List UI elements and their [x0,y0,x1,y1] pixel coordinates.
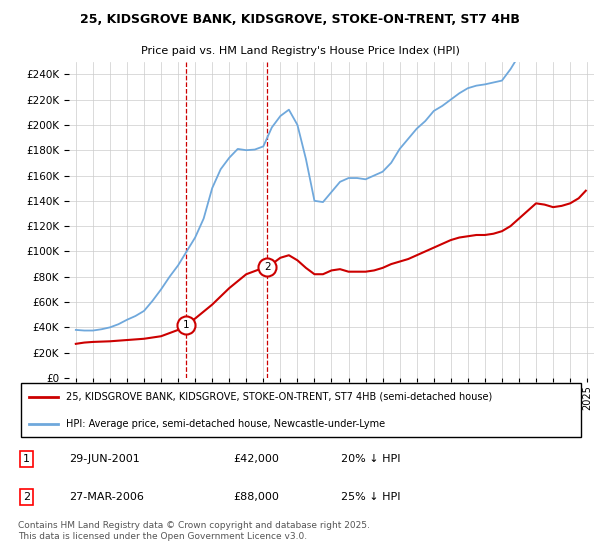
Text: 27-MAR-2006: 27-MAR-2006 [69,492,144,502]
Text: 25% ↓ HPI: 25% ↓ HPI [341,492,401,502]
Text: 29-JUN-2001: 29-JUN-2001 [69,454,140,464]
Text: 1: 1 [23,454,30,464]
Text: 25, KIDSGROVE BANK, KIDSGROVE, STOKE-ON-TRENT, ST7 4HB (semi-detached house): 25, KIDSGROVE BANK, KIDSGROVE, STOKE-ON-… [66,391,493,402]
Text: 1: 1 [183,320,190,330]
Text: 25, KIDSGROVE BANK, KIDSGROVE, STOKE-ON-TRENT, ST7 4HB: 25, KIDSGROVE BANK, KIDSGROVE, STOKE-ON-… [80,13,520,26]
Text: 20% ↓ HPI: 20% ↓ HPI [341,454,401,464]
Text: £88,000: £88,000 [233,492,280,502]
FancyBboxPatch shape [21,383,581,437]
Text: Contains HM Land Registry data © Crown copyright and database right 2025.
This d: Contains HM Land Registry data © Crown c… [18,521,370,540]
Text: 2: 2 [264,262,271,272]
Text: 2: 2 [23,492,30,502]
Text: Price paid vs. HM Land Registry's House Price Index (HPI): Price paid vs. HM Land Registry's House … [140,46,460,56]
Text: HPI: Average price, semi-detached house, Newcastle-under-Lyme: HPI: Average price, semi-detached house,… [66,419,385,429]
Text: £42,000: £42,000 [233,454,280,464]
